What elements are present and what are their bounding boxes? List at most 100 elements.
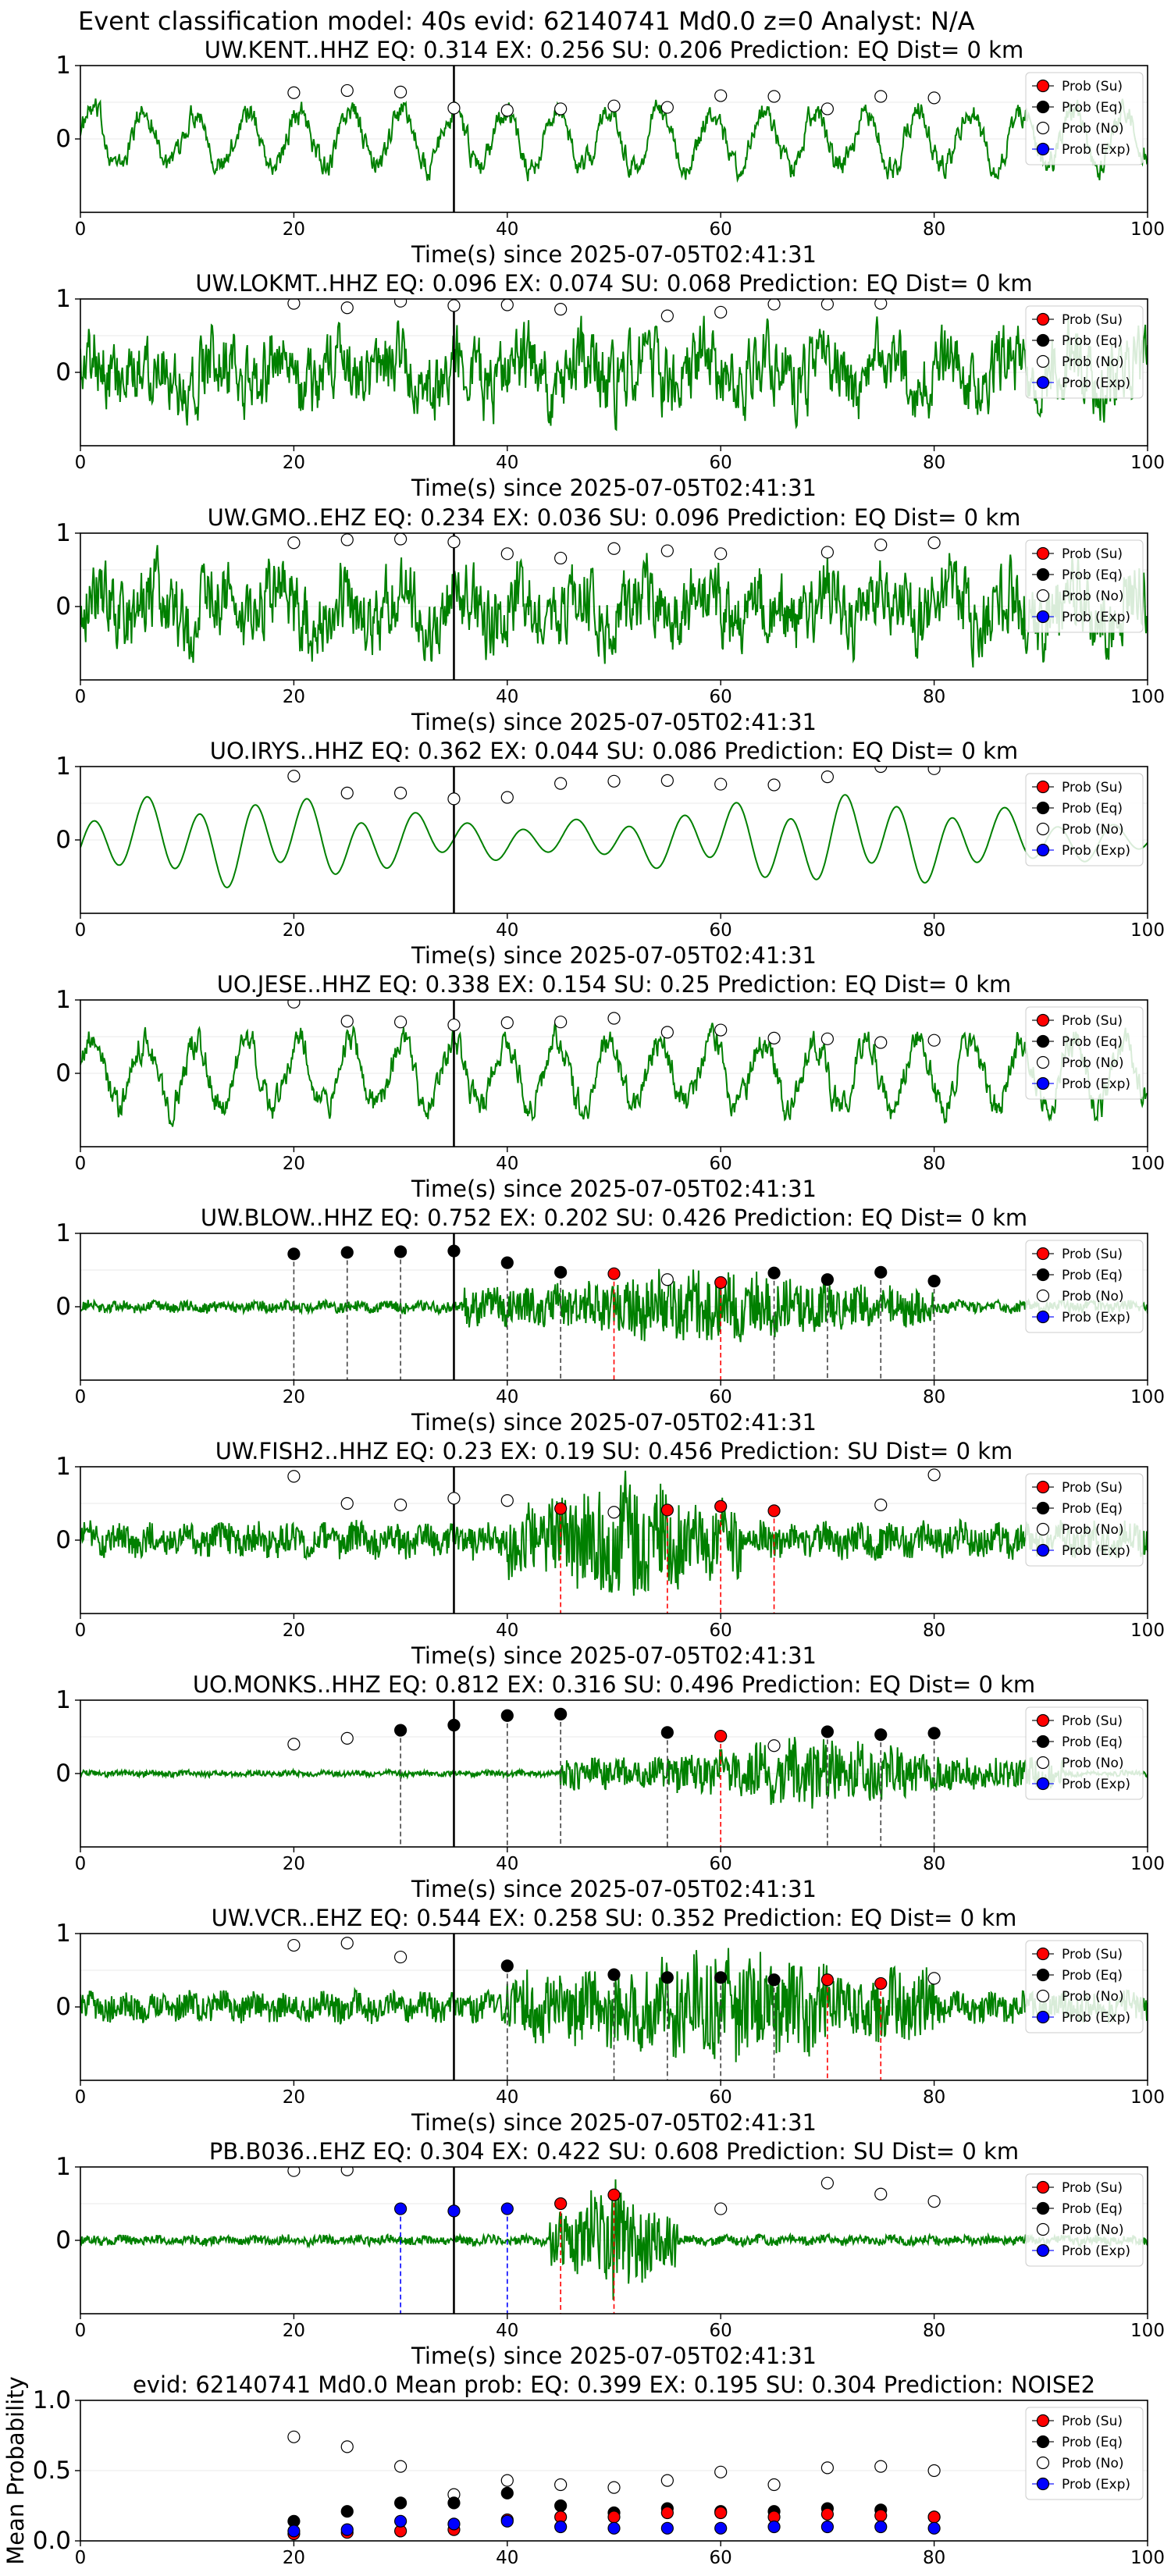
plot-area	[80, 1233, 1148, 1380]
legend-marker-eq	[1036, 2201, 1050, 2215]
prob-marker-no	[447, 792, 461, 806]
y-tick-label: 1	[55, 1453, 71, 1481]
legend-label: Prob (Exp)	[1062, 2243, 1130, 2259]
mean-prob-marker-eq	[500, 2486, 514, 2500]
prob-marker-no	[820, 2176, 835, 2190]
mean-prob-marker-exp	[340, 2523, 354, 2536]
prob-marker-exp	[447, 2204, 461, 2218]
prob-marker-no	[447, 101, 461, 115]
y-axis-label: Mean Probability	[2, 2376, 29, 2565]
x-tick-label: 20	[283, 1854, 305, 1874]
mean-prob-marker-su	[874, 2509, 888, 2522]
legend-marker-no	[1036, 354, 1050, 368]
legend-box	[1025, 1940, 1144, 2033]
legend-label: Prob (Su)	[1062, 1013, 1123, 1029]
x-tick-label: 100	[1130, 687, 1165, 707]
legend-marker-exp	[1036, 2010, 1050, 2024]
prob-marker-no	[820, 102, 835, 116]
prob-marker-no	[340, 2167, 354, 2176]
y-tick-label: 0	[55, 1526, 71, 1554]
legend-box	[1025, 1473, 1144, 1567]
legend-marker-no	[1036, 1756, 1050, 1770]
x-tick-label: 60	[710, 453, 732, 473]
legend-marker-exp	[1036, 1777, 1050, 1791]
x-tick-label: 20	[283, 687, 305, 707]
prob-marker-no	[767, 778, 781, 792]
prob-marker-eq	[500, 1256, 514, 1269]
prob-marker-no	[767, 1739, 781, 1752]
y-tick-label: 1	[55, 986, 71, 1014]
legend-label: Prob (Exp)	[1062, 142, 1130, 158]
prob-marker-no	[714, 1023, 728, 1037]
legend-marker-su	[1036, 1013, 1050, 1027]
legend-marker-su	[1036, 312, 1050, 326]
legend-marker-no	[1036, 1522, 1050, 1536]
panel-4: UO.IRYS..HHZ EQ: 0.362 EX: 0.044 SU: 0.0…	[55, 738, 1165, 969]
prob-marker-no	[287, 770, 301, 783]
prob-marker-no	[394, 299, 408, 308]
x-tick-label: 40	[496, 453, 518, 473]
x-axis-label: Time(s) since 2025-07-05T02:41:31	[411, 2343, 817, 2369]
y-tick-label: 1	[55, 52, 71, 80]
panel-1: UW.KENT..HHZ EQ: 0.314 EX: 0.256 SU: 0.2…	[55, 37, 1165, 268]
legend-label: Prob (Exp)	[1062, 2010, 1130, 2026]
legend-label: Prob (No)	[1062, 2222, 1124, 2238]
y-tick-label: 0	[55, 1059, 71, 1087]
legend-label: Prob (No)	[1062, 822, 1124, 838]
legend-marker-no	[1036, 2456, 1050, 2470]
x-tick-label: 80	[923, 1387, 945, 1407]
prob-marker-no	[820, 546, 835, 559]
x-axis-label: Time(s) since 2025-07-05T02:41:31	[411, 1876, 817, 1902]
x-axis-label: Time(s) since 2025-07-05T02:41:31	[411, 1642, 817, 1669]
prob-marker-no	[287, 536, 301, 550]
legend-label: Prob (No)	[1062, 1055, 1124, 1071]
legend-marker-exp	[1036, 1310, 1050, 1324]
legend-label: Prob (No)	[1062, 1522, 1124, 1538]
legend-marker-eq	[1036, 1501, 1050, 1515]
x-tick-label: 80	[923, 1854, 945, 1874]
legend-marker-eq	[1036, 1268, 1050, 1282]
plot-area	[80, 767, 1148, 913]
legend: Prob (Su) Prob (Eq) Prob (No) Prob (Exp)	[1025, 1940, 1144, 2033]
y-tick-label: 0	[55, 592, 71, 621]
mean-prob-marker-no	[820, 2461, 835, 2475]
prob-marker-no	[927, 536, 941, 550]
x-tick-label: 0	[75, 687, 87, 707]
y-tick-label: 0.0	[33, 2527, 71, 2555]
mean-prob-marker-no	[554, 2478, 568, 2492]
legend-label: Prob (Eq)	[1062, 2201, 1123, 2217]
legend-label: Prob (Exp)	[1062, 375, 1130, 391]
plot-area	[80, 1934, 1148, 2080]
panel-7: UW.FISH2..HHZ EQ: 0.23 EX: 0.19 SU: 0.45…	[55, 1438, 1165, 1669]
legend-marker-exp	[1036, 2477, 1050, 2491]
mean-prob-marker-no	[874, 2460, 888, 2473]
x-tick-label: 60	[710, 219, 732, 240]
panel-6: UW.BLOW..HHZ EQ: 0.752 EX: 0.202 SU: 0.4…	[55, 1204, 1165, 1436]
legend: Prob (Su) Prob (Eq) Prob (No) Prob (Exp)	[1025, 72, 1144, 165]
mean-prob-marker-exp	[393, 2514, 408, 2528]
x-tick-label: 0	[75, 1154, 87, 1174]
legend-label: Prob (Su)	[1062, 546, 1123, 562]
prob-marker-no	[927, 1034, 941, 1047]
prob-marker-su	[820, 1973, 835, 1987]
prob-marker-no	[447, 1492, 461, 1505]
x-tick-label: 80	[923, 2548, 945, 2568]
prob-marker-no	[554, 102, 568, 116]
prob-marker-no	[767, 90, 781, 103]
legend-box	[1025, 72, 1144, 165]
legend-marker-exp	[1036, 1543, 1050, 1557]
x-tick-label: 0	[75, 2548, 87, 2568]
mean-prob-marker-exp	[874, 2520, 888, 2534]
y-tick-label: 1	[55, 519, 71, 547]
prob-marker-eq	[607, 1968, 621, 1981]
mean-prob-marker-su	[607, 2510, 621, 2524]
prob-marker-no	[447, 535, 461, 549]
x-axis-label: Time(s) since 2025-07-05T02:41:31	[411, 241, 817, 268]
prob-marker-su	[554, 2197, 568, 2211]
y-tick-label: 1.0	[33, 2386, 71, 2414]
prob-marker-no	[607, 99, 621, 112]
prob-marker-eq	[393, 1245, 408, 1258]
panel-title: UW.GMO..EHZ EQ: 0.234 EX: 0.036 SU: 0.09…	[208, 504, 1021, 531]
prob-marker-eq	[714, 1971, 728, 1984]
